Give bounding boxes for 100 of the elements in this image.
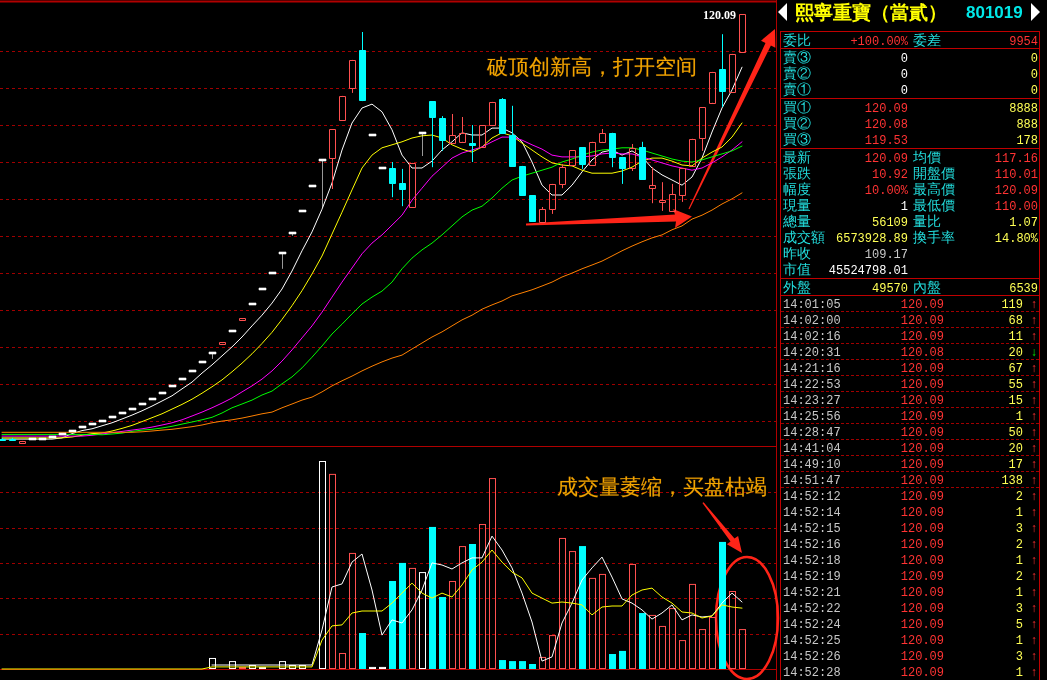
text: 1 (1015, 505, 1023, 520)
text: 68 (1008, 313, 1023, 328)
text: 119.53 (864, 133, 908, 148)
text: 8888 (1009, 101, 1038, 116)
text: ↑ (1030, 537, 1038, 552)
text: 買① (783, 99, 811, 115)
text: 委比 (783, 32, 811, 48)
text: ↓ (1030, 345, 1038, 360)
text: 17 (1008, 457, 1023, 472)
text: 119 (1001, 297, 1023, 312)
text: 3 (1015, 649, 1023, 664)
text: 120.09 (900, 521, 944, 536)
text: 10.92 (871, 167, 908, 182)
text: 買③ (783, 131, 811, 147)
text: 0 (1030, 83, 1038, 98)
text: 117.16 (994, 151, 1038, 166)
text: 120.09 (900, 425, 944, 440)
text: 外盤 (783, 279, 811, 295)
text: 14:25:56 (783, 409, 841, 424)
text: 120.09 (864, 151, 908, 166)
text: 110.01 (994, 167, 1038, 182)
text: 49570 (871, 281, 908, 296)
text: 14:52:19 (783, 569, 841, 584)
text: ↑ (1030, 569, 1038, 584)
text: 換手率 (913, 229, 955, 245)
text: ↑ (1030, 409, 1038, 424)
annotation: 成交量萎缩，买盘枯竭 (557, 475, 767, 498)
text: 110.00 (994, 199, 1038, 214)
text: 120.09 (900, 409, 944, 424)
text: 14:02:00 (783, 313, 841, 328)
text: 14:52:16 (783, 537, 841, 552)
text: ↑ (1030, 585, 1038, 600)
text: 9954 (1009, 34, 1038, 49)
text: ↑ (1030, 457, 1038, 472)
text: 1.07 (1009, 215, 1038, 230)
text: 14.80% (994, 231, 1039, 246)
annotation: 120.09 (703, 8, 736, 22)
text: 成交額 (783, 229, 825, 245)
text: 120.09 (900, 665, 944, 680)
text: 14:01:05 (783, 297, 841, 312)
text: 120.09 (900, 569, 944, 584)
text: 1 (1015, 409, 1023, 424)
text: 14:52:22 (783, 601, 841, 616)
text: 14:20:31 (783, 345, 841, 360)
text: 14:52:26 (783, 649, 841, 664)
text: 熙寧重寶（當貳） (795, 2, 947, 23)
text: 14:28:47 (783, 425, 841, 440)
text: 120.09 (864, 101, 908, 116)
text: 昨收 (783, 245, 811, 261)
text: 120.09 (994, 183, 1038, 198)
text: 買② (783, 115, 811, 131)
text: 0 (900, 51, 908, 66)
text: 10.00% (864, 183, 909, 198)
text: 120.09 (900, 505, 944, 520)
text: 14:22:53 (783, 377, 841, 392)
text: 張跌 (783, 165, 811, 181)
text: ↑ (1030, 649, 1038, 664)
text: ↑ (1030, 441, 1038, 456)
text: 56109 (871, 215, 908, 230)
text: ↑ (1030, 633, 1038, 648)
text: ↑ (1030, 313, 1038, 328)
text: 888 (1016, 117, 1038, 132)
text: 14:23:27 (783, 393, 841, 408)
text: 120.08 (900, 345, 944, 360)
text: 14:52:14 (783, 505, 841, 520)
text: 賣③ (783, 49, 811, 65)
text: 15 (1008, 393, 1023, 408)
text: 120.09 (900, 297, 944, 312)
text: 120.09 (900, 393, 944, 408)
text: 14:52:28 (783, 665, 841, 680)
text: 1 (1015, 585, 1023, 600)
text: 120.09 (900, 457, 944, 472)
text: ↑ (1030, 297, 1038, 312)
text: 幅度 (783, 181, 811, 197)
text: 5 (1015, 617, 1023, 632)
text: 6539 (1009, 281, 1038, 296)
text: 120.09 (900, 441, 944, 456)
text: 120.09 (900, 633, 944, 648)
text: +100.00% (850, 34, 909, 49)
text: ↑ (1030, 601, 1038, 616)
text: 120.09 (900, 649, 944, 664)
text: 120.09 (900, 473, 944, 488)
text: 3 (1015, 601, 1023, 616)
text: 2 (1015, 537, 1023, 552)
text: ↑ (1030, 393, 1038, 408)
text: 1 (1015, 633, 1023, 648)
text: ↑ (1030, 425, 1038, 440)
text: ↑ (1030, 505, 1038, 520)
text: 1 (1015, 553, 1023, 568)
text: 120.09 (900, 537, 944, 552)
text: 120.08 (864, 117, 908, 132)
text: ↑ (1030, 329, 1038, 344)
text: 109.17 (864, 247, 908, 262)
annotation: 破顶创新高，打开空间 (486, 55, 697, 78)
text: 最低價 (913, 197, 955, 213)
text: ↑ (1030, 377, 1038, 392)
text: 市值 (783, 261, 811, 277)
text: 1 (900, 199, 908, 214)
text: ↑ (1030, 617, 1038, 632)
text: 量比 (913, 213, 941, 229)
